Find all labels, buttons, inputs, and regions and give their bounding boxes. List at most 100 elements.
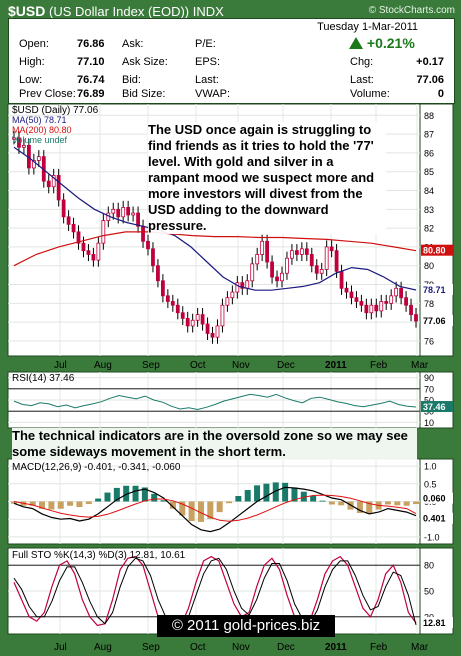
ma50-value-tag: 78.71: [423, 285, 446, 295]
x-tick-label: Nov: [232, 360, 250, 371]
panel-0-scale: [419, 103, 454, 357]
last-value-tag-bg: [421, 315, 453, 327]
candle-body: [56, 175, 61, 201]
legend-ma200: MA(200) 80.80: [12, 125, 72, 135]
candle-body: [414, 314, 418, 322]
macd-histogram-bar: [104, 492, 111, 502]
candle-body: [389, 295, 394, 304]
macd-histogram-bar: [123, 485, 130, 502]
change-percent: +0.21%: [349, 35, 415, 51]
candle-body: [22, 144, 26, 148]
candle-body: [354, 297, 359, 302]
candle-body: [151, 248, 155, 267]
candle-body: [240, 282, 245, 289]
candle-body: [190, 319, 195, 327]
ask-label: Ask:: [122, 38, 144, 50]
y-tick-label: 78: [424, 299, 434, 309]
panel-1-scale: [419, 371, 454, 429]
y-tick-label: 76: [424, 336, 434, 346]
last-value-tag: 77.06: [423, 316, 446, 326]
candle-body: [230, 291, 235, 299]
candle-body: [205, 323, 210, 334]
candle-body: [66, 216, 71, 225]
macd-histogram-bar: [95, 498, 102, 502]
macd-histogram-bar: [403, 501, 410, 506]
open-label: Open:: [19, 38, 49, 50]
macd-histogram-bar: [85, 501, 92, 505]
change-percent-value: +0.21%: [366, 35, 415, 51]
indicator-note: The technical indicators are in the over…: [12, 428, 417, 460]
macd-histogram-bar: [57, 501, 64, 509]
sto-value-tag-bg: [421, 616, 453, 628]
macd-histogram-bar: [141, 487, 148, 502]
y-tick-label: 87: [424, 130, 434, 140]
prev-close-label: Prev Close:: [19, 88, 76, 100]
macd-histogram-bar: [207, 501, 214, 519]
y-tick-label: 90: [424, 373, 434, 383]
candle-body: [299, 248, 304, 255]
candle-body: [36, 156, 41, 161]
candle-body: [349, 291, 354, 299]
macd-histogram-bar: [263, 483, 270, 502]
macd-histogram-bar: [76, 501, 83, 508]
macd-histogram-bar: [160, 500, 167, 502]
y-tick-label: 85: [424, 167, 434, 177]
candle-body: [294, 250, 299, 255]
candle-body: [374, 304, 379, 312]
candle-body: [235, 282, 240, 293]
macd-histogram-bar: [319, 500, 326, 502]
candle-body: [329, 246, 334, 252]
macd-histogram-bar: [394, 501, 401, 506]
candle-body: [304, 248, 309, 255]
candle-body: [379, 301, 384, 312]
candle-body: [394, 287, 399, 297]
candle-body: [384, 301, 389, 304]
candle-body: [255, 254, 260, 265]
y-tick-label: 80: [424, 261, 434, 271]
x-tick-label: Oct: [190, 642, 206, 653]
macd-histogram-bar: [291, 487, 298, 502]
legend-price: $USD (Daily) 77.06: [12, 105, 99, 116]
open-value: 76.86: [77, 38, 105, 50]
macd-line: [13, 486, 417, 533]
ma200-value-tag: 80.80: [423, 246, 446, 256]
y-tick-label: 83: [424, 205, 434, 215]
macd-histogram-bar: [39, 501, 46, 509]
candle-body: [160, 280, 165, 297]
candle-body: [101, 220, 106, 244]
candle-body: [399, 287, 404, 299]
macd-histogram-bar: [338, 501, 345, 506]
y-tick-label: 82: [424, 224, 434, 234]
bid-size-label: Bid Size:: [122, 88, 166, 100]
high-value: 77.10: [77, 56, 105, 68]
copyright-banner: © 2011 gold-prices.biz: [157, 615, 335, 637]
low-value: 76.74: [77, 74, 105, 86]
candle-body: [270, 261, 274, 278]
rsi-title: RSI(14) 37.46: [12, 373, 75, 384]
candle-body: [359, 301, 364, 306]
candle-body: [319, 269, 324, 274]
candle-body: [165, 295, 170, 302]
rsi-value-tag-bg: [421, 401, 453, 413]
macd-histogram-bar: [29, 501, 36, 506]
x-tick-label: Mar: [411, 642, 429, 653]
x-tick-label: 2011: [325, 360, 347, 371]
candle-body: [324, 246, 329, 270]
candle-body: [195, 314, 200, 321]
chart-header: $USD (US Dollar Index (EOD)) INDX: [8, 3, 224, 19]
legend-volume: Volume undef: [12, 135, 68, 145]
candle-body: [250, 263, 255, 282]
candle-body: [156, 265, 160, 282]
candle-body: [46, 180, 51, 188]
candle-body: [180, 312, 185, 319]
macd-histogram-bar: [11, 501, 17, 504]
rsi-line: [13, 393, 417, 411]
x-tick-label: Nov: [232, 642, 250, 653]
candle-body: [61, 199, 66, 218]
prev-close-value: 76.89: [77, 88, 105, 100]
macd-histogram-bar: [151, 493, 158, 502]
x-tick-label: 2011: [325, 642, 347, 653]
candle-body: [71, 223, 76, 233]
sto-value-tag: 12.81: [423, 618, 446, 628]
